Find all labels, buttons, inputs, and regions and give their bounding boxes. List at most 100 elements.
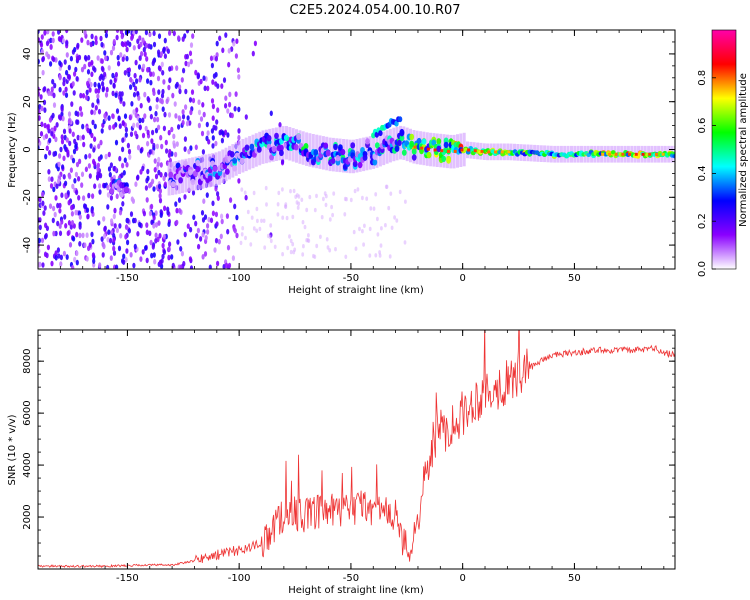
spectrogram-noise-cell bbox=[59, 261, 63, 267]
spectrogram-noise-cell bbox=[108, 171, 112, 178]
spectrogram-noise-cell bbox=[68, 173, 72, 180]
spectrogram-noise-cell bbox=[343, 196, 347, 202]
spectrogram-ridge-cell bbox=[256, 146, 262, 153]
spectrogram-noise-cell bbox=[216, 260, 220, 267]
spectrogram-noise-cell bbox=[66, 152, 70, 158]
spectrogram-noise-cell bbox=[83, 63, 87, 70]
spectrogram-noise-cell bbox=[64, 146, 68, 152]
spectrogram-noise-cell bbox=[141, 37, 145, 43]
spectrogram-noise-cell bbox=[215, 119, 219, 125]
spectrogram-noise-cell bbox=[102, 243, 106, 250]
snr-ticks: -150 -100 -50 0 50 2000 4000 6000 8000 bbox=[22, 330, 675, 584]
spectrogram-noise-cell bbox=[365, 196, 369, 201]
spectrogram-noise-cell bbox=[168, 77, 172, 84]
spectrogram-noise-cell bbox=[112, 245, 116, 252]
spectrogram-noise-cell bbox=[80, 111, 84, 117]
spectrogram-noise-cell bbox=[58, 60, 62, 66]
spectrogram-noise-cell bbox=[81, 93, 86, 99]
spectrogram-noise-cell bbox=[220, 137, 224, 144]
spectrogram-noise-cell bbox=[168, 30, 172, 36]
spectrogram-peak-cell bbox=[601, 152, 605, 156]
spectrogram-noise-cell bbox=[93, 183, 97, 189]
spectrogram-noise-cell bbox=[126, 40, 130, 46]
spectrogram-noise-cell bbox=[252, 190, 256, 196]
spectrogram-noise-cell bbox=[315, 193, 318, 199]
spectrogram-noise-cell bbox=[109, 237, 113, 244]
spectrogram-noise-cell bbox=[124, 234, 128, 240]
spectrogram-peak-cell bbox=[453, 149, 457, 153]
spectrogram-ridge-cell bbox=[333, 143, 338, 151]
spectrogram-noise-cell bbox=[230, 46, 234, 52]
spectrogram-noise-cell bbox=[118, 123, 122, 129]
spectrogram-noise-cell bbox=[206, 85, 210, 92]
spectrogram-noise-cell bbox=[303, 224, 307, 230]
spectrogram-ridge-cell bbox=[409, 140, 415, 147]
spectrogram-noise-cell bbox=[209, 55, 214, 62]
spectrogram-ridge-cell bbox=[610, 150, 616, 155]
colorbar-frame bbox=[711, 29, 737, 270]
spectrogram-ridge-cell bbox=[436, 145, 442, 152]
spectrogram-noise-cell bbox=[319, 234, 322, 239]
spectrogram-noise-cell bbox=[368, 226, 372, 232]
spectrogram-noise-cell bbox=[269, 223, 273, 228]
spectrogram-ridge-cell bbox=[431, 139, 437, 146]
spectrogram-noise-cell bbox=[60, 138, 65, 145]
spectrogram-noise-cell bbox=[240, 187, 244, 192]
spectrogram-noise-cell bbox=[237, 128, 241, 134]
spectrogram-noise-cell bbox=[101, 252, 105, 258]
spectrogram-noise-cell bbox=[301, 220, 305, 225]
spectrogram-noise-cell bbox=[136, 38, 140, 45]
spectrogram-ridge-cell bbox=[411, 148, 417, 155]
spectrogram-noise-cell bbox=[128, 114, 132, 121]
spectrogram-noise-cell bbox=[54, 250, 58, 256]
spectrogram-noise-cell bbox=[211, 103, 215, 110]
spectrogram-noise-cell bbox=[136, 231, 140, 237]
spectrogram-noise-cell bbox=[185, 120, 190, 127]
spectrogram-noise-cell bbox=[163, 37, 167, 44]
spectrogram-noise-cell bbox=[52, 102, 57, 108]
spectrogram-noise-cell bbox=[62, 174, 66, 180]
spectrogram-ridge-cell bbox=[313, 149, 319, 156]
spectrogram-noise-cell bbox=[86, 213, 90, 220]
spectrogram-noise-cell bbox=[111, 45, 116, 51]
spectrogram-noise-cell bbox=[324, 202, 328, 208]
spectrogram-noise-cell bbox=[210, 98, 215, 104]
spectrogram-noise-cell bbox=[38, 248, 41, 254]
spectrogram-noise-cell bbox=[57, 161, 61, 168]
spectrogram-noise-cell bbox=[100, 58, 104, 64]
spectrogram-noise-cell bbox=[69, 55, 73, 62]
spectrogram-peak-cell bbox=[621, 152, 625, 156]
spectrogram-noise-cell bbox=[100, 65, 104, 72]
spectrogram-noise-cell bbox=[216, 83, 220, 89]
spectrogram-noise-cell bbox=[158, 188, 162, 194]
spectrogram-noise-cell bbox=[240, 232, 244, 237]
colorbar: 0.0 0.2 0.4 0.6 0.8 Normalized spectral ampl… bbox=[697, 29, 749, 277]
y-tick-label: 4000 bbox=[22, 452, 33, 477]
spectrogram-noise-cell bbox=[177, 197, 182, 203]
spectrogram-noise-cell bbox=[78, 106, 83, 112]
spectrogram-noise-cell bbox=[197, 99, 201, 105]
spectrogram-noise-cell bbox=[80, 66, 85, 73]
spectrogram-ridge-cell bbox=[672, 154, 675, 159]
spectrogram-noise-cell bbox=[59, 36, 63, 43]
spectrogram-noise-cell bbox=[48, 117, 53, 123]
spectrogram-noise-cell bbox=[149, 79, 153, 86]
spectrogram-noise-cell bbox=[167, 221, 171, 227]
spectrogram-noise-cell bbox=[155, 104, 159, 110]
spectrogram-noise-cell bbox=[56, 178, 61, 184]
spectrogram-noise-cell bbox=[376, 216, 379, 222]
spectrogram-noise-cell bbox=[301, 252, 305, 257]
spectrogram-noise-cell bbox=[293, 247, 297, 252]
spectrogram-noise-cell bbox=[130, 196, 134, 202]
spectrogram-peak-cell bbox=[607, 152, 611, 156]
spectrogram-noise-cell bbox=[45, 40, 50, 47]
colorbar-tick-label: 0.4 bbox=[697, 165, 708, 181]
spectrogram-noise-cell bbox=[46, 244, 51, 251]
spectrogram-noise-cell bbox=[73, 178, 77, 184]
y-tick-label: -40 bbox=[22, 237, 33, 253]
spectrogram-noise-cell bbox=[147, 43, 151, 49]
spectrogram-noise-cell bbox=[75, 189, 79, 196]
spectrogram-noise-cell bbox=[374, 253, 378, 258]
spectrogram-noise-cell bbox=[297, 194, 301, 199]
spectrogram-noise-cell bbox=[291, 242, 295, 247]
